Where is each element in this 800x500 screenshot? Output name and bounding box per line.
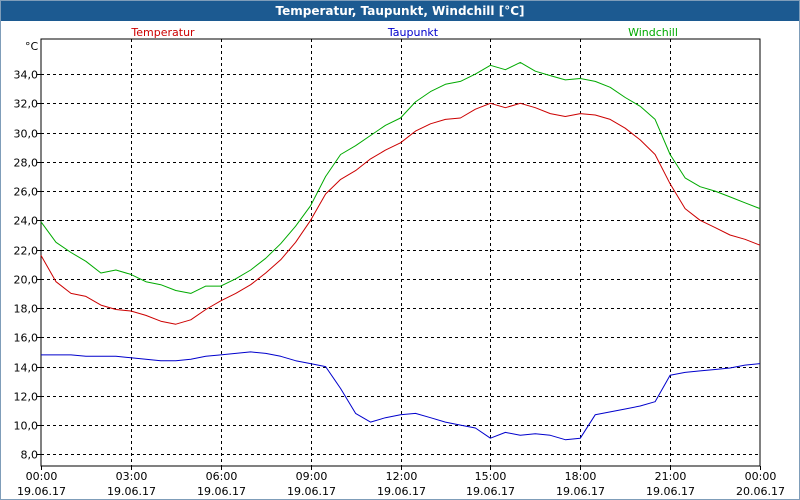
x-tick-time-label: 06:00 xyxy=(206,470,238,483)
x-tick-date-label: 19.06.17 xyxy=(466,485,515,498)
y-tick-label: 22,0 xyxy=(14,245,39,258)
x-tick-date-label: 19.06.17 xyxy=(197,485,246,498)
x-tick-date-label: 19.06.17 xyxy=(287,485,336,498)
y-tick-label: 14,0 xyxy=(14,362,39,375)
x-tick-time-label: 00:00 xyxy=(26,470,58,483)
x-tick-date-label: 19.06.17 xyxy=(377,485,426,498)
x-tick-date-label: 20.06.17 xyxy=(736,485,785,498)
x-tick-date-label: 19.06.17 xyxy=(17,485,66,498)
plot-area xyxy=(40,38,761,467)
x-tick-time-label: 03:00 xyxy=(116,470,148,483)
x-tick-date-label: 19.06.17 xyxy=(107,485,156,498)
y-tick-label: 32,0 xyxy=(14,98,39,111)
x-tick-date-label: 19.06.17 xyxy=(646,485,695,498)
y-tick-label: 8,0 xyxy=(21,449,39,462)
x-tick-time-label: 18:00 xyxy=(565,470,597,483)
y-axis-label: °C xyxy=(25,40,39,53)
y-tick-label: 20,0 xyxy=(14,274,39,287)
y-tick-label: 28,0 xyxy=(14,157,39,170)
series-line-temperatur xyxy=(40,102,761,325)
legend-item-temperatur: Temperatur xyxy=(130,26,195,39)
legend-item-taupunkt: Taupunkt xyxy=(387,26,439,39)
y-tick-label: 16,0 xyxy=(14,332,39,345)
y-tick-label: 30,0 xyxy=(14,128,39,141)
y-tick-label: 26,0 xyxy=(14,186,39,199)
x-tick-time-label: 15:00 xyxy=(475,470,507,483)
x-tick-time-label: 09:00 xyxy=(296,470,328,483)
series-line-taupunkt xyxy=(41,351,761,441)
x-tick-time-label: 00:00 xyxy=(745,470,777,483)
y-tick-label: 24,0 xyxy=(14,215,39,228)
y-tick-label: 34,0 xyxy=(14,69,39,82)
legend-item-windchill: Windchill xyxy=(628,26,678,39)
x-tick-date-label: 19.06.17 xyxy=(556,485,605,498)
window-title: Temperatur, Taupunkt, Windchill [°C] xyxy=(1,1,799,21)
x-tick-time-label: 21:00 xyxy=(655,470,687,483)
series-line-windchill xyxy=(40,61,761,294)
y-tick-label: 18,0 xyxy=(14,303,39,316)
x-tick-time-label: 12:00 xyxy=(386,470,418,483)
y-tick-label: 12,0 xyxy=(14,391,39,404)
y-tick-label: 10,0 xyxy=(14,420,39,433)
